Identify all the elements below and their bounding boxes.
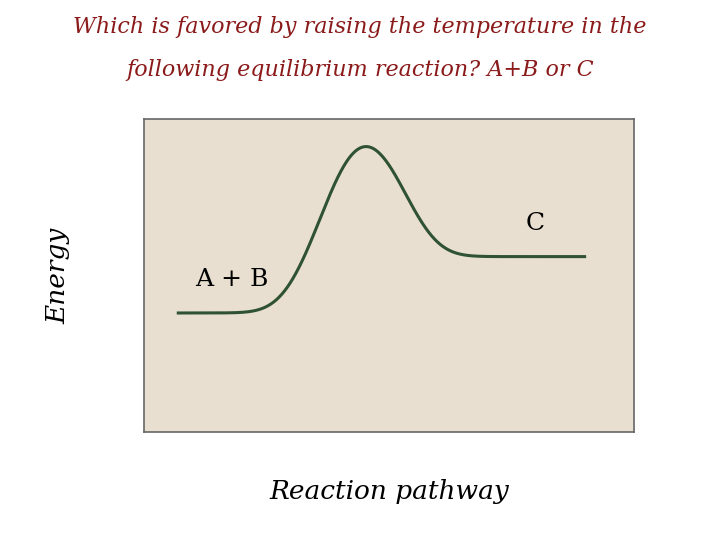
Text: C: C bbox=[526, 212, 545, 235]
Text: Reaction pathway: Reaction pathway bbox=[269, 479, 508, 504]
Text: following equilibrium reaction? A+B or C: following equilibrium reaction? A+B or C bbox=[126, 59, 594, 82]
Text: A + B: A + B bbox=[195, 268, 269, 291]
Text: Which is favored by raising the temperature in the: Which is favored by raising the temperat… bbox=[73, 16, 647, 38]
Text: Energy: Energy bbox=[45, 227, 70, 323]
